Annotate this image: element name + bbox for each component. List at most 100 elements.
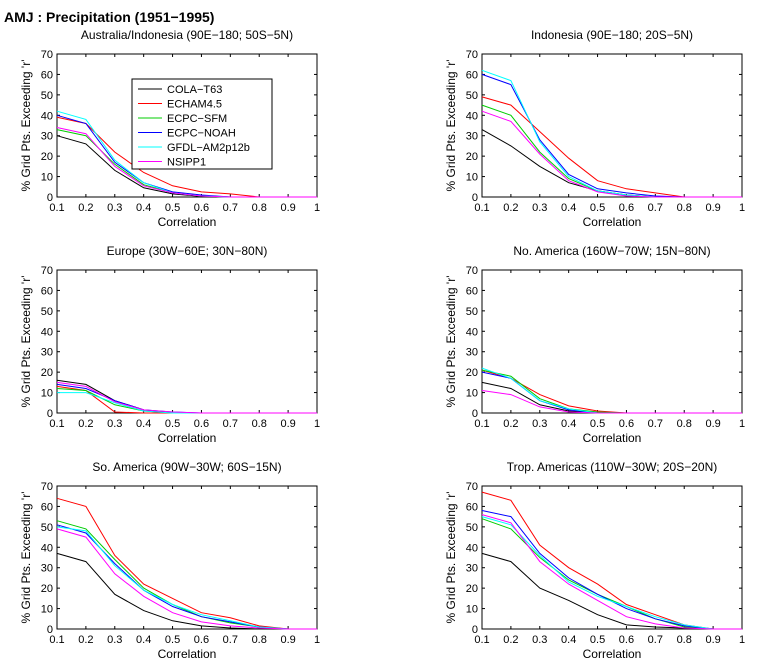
x-axis-label: Correlation	[583, 215, 642, 229]
series-line-ecpc-sfm	[481, 104, 742, 198]
chart-title: Trop. Americas (110W−30W; 20S−20N)	[507, 460, 718, 474]
x-tick-label: 0.4	[136, 634, 151, 646]
y-tick-label: 10	[466, 604, 478, 616]
plot-area	[56, 485, 318, 630]
x-tick-label: 0.7	[223, 202, 238, 214]
x-tick-label: 0.1	[49, 418, 64, 430]
x-tick-label: 0.5	[165, 202, 180, 214]
legend-label: GFDL−AM2p12b	[167, 142, 250, 154]
x-tick-label: 0.3	[107, 634, 122, 646]
x-tick-label: 0.3	[532, 202, 547, 214]
y-tick-label: 0	[47, 192, 53, 204]
y-tick-label: 0	[47, 624, 53, 636]
x-axis-label: Correlation	[158, 215, 217, 229]
chart-title: No. America (160W−70W; 15N−80N)	[513, 244, 710, 258]
x-tick-label: 0.2	[503, 202, 518, 214]
plot-area	[56, 53, 318, 198]
x-tick-label: 0.4	[561, 418, 576, 430]
chart-panel-5: 0.1 0.2 0.3 0.4 0.5 0.6 0.7 0.8 0.9 1010203040506…	[19, 460, 320, 661]
y-tick-label: 40	[466, 110, 478, 122]
x-tick-label: 0.6	[619, 202, 634, 214]
x-tick-label: 0.9	[705, 202, 720, 214]
x-tick-label: 0.6	[194, 634, 209, 646]
y-tick-label: 10	[41, 604, 53, 616]
x-tick-label: 0.6	[194, 202, 209, 214]
series-line-nsipp1	[56, 528, 317, 630]
series-line-echam4-5	[481, 369, 742, 414]
chart-title: Australia/Indonesia (90E−180; 50S−5N)	[81, 28, 293, 42]
y-tick-label: 50	[41, 522, 53, 534]
y-tick-label: 60	[466, 501, 478, 513]
x-tick-label: 0.2	[78, 202, 93, 214]
x-tick-label: 0.2	[78, 634, 93, 646]
y-tick-label: 70	[466, 49, 478, 61]
y-tick-label: 30	[41, 347, 53, 359]
y-axis-label: % Grid Pts. Exceeding 'r'	[444, 276, 458, 408]
y-tick-label: 40	[466, 326, 478, 338]
y-tick-label: 20	[41, 367, 53, 379]
plot-area	[481, 269, 743, 414]
series-line-ecpc-noah	[481, 510, 742, 630]
legend-label: NSIPP1	[167, 157, 206, 169]
x-tick-label: 0.8	[252, 202, 267, 214]
plot-area	[481, 485, 743, 630]
y-tick-label: 50	[466, 522, 478, 534]
plot-area	[481, 53, 743, 198]
x-tick-label: 0.4	[136, 202, 151, 214]
x-tick-label: 1	[314, 418, 320, 430]
x-axis-label: Correlation	[583, 431, 642, 445]
y-tick-label: 30	[466, 347, 478, 359]
series-line-cola-t63	[481, 129, 742, 198]
chart-title: Europe (30W−60E; 30N−80N)	[107, 244, 268, 258]
x-tick-label: 0.7	[648, 202, 663, 214]
y-tick-label: 20	[466, 151, 478, 163]
series-line-nsipp1	[481, 110, 742, 198]
x-tick-label: 0.8	[677, 202, 692, 214]
y-tick-label: 60	[41, 285, 53, 297]
y-tick-label: 50	[41, 90, 53, 102]
series-line-gfdl-am2p12b	[57, 392, 317, 414]
x-tick-label: 0.7	[223, 634, 238, 646]
x-tick-label: 0.2	[503, 634, 518, 646]
y-tick-label: 40	[41, 542, 53, 554]
x-tick-label: 1	[314, 202, 320, 214]
y-tick-label: 10	[466, 172, 478, 184]
y-axis-label: % Grid Pts. Exceeding 'r'	[444, 492, 458, 624]
x-tick-label: 0.7	[223, 418, 238, 430]
y-tick-label: 60	[466, 285, 478, 297]
x-tick-label: 0.9	[705, 634, 720, 646]
x-tick-label: 0.2	[503, 418, 518, 430]
x-tick-label: 0.9	[280, 634, 295, 646]
series-line-ecpc-sfm	[56, 520, 317, 630]
chart-panel-1: 0.1 0.2 0.3 0.4 0.5 0.6 0.7 0.8 0.9 1010203040506…	[19, 28, 320, 229]
y-tick-label: 40	[41, 326, 53, 338]
y-tick-label: 60	[41, 69, 53, 81]
series-line-nsipp1	[481, 390, 742, 414]
x-tick-label: 0.6	[619, 634, 634, 646]
x-tick-label: 0.1	[474, 202, 489, 214]
x-tick-label: 0.9	[705, 418, 720, 430]
x-axis-label: Correlation	[158, 647, 217, 661]
x-axis-label: Correlation	[158, 431, 217, 445]
legend: COLA−T63 ECHAM4.5 ECPC−SFM ECPC−NOAH GFDL−AM…	[131, 78, 273, 170]
series-line-cola-t63	[481, 381, 742, 414]
y-tick-label: 60	[466, 69, 478, 81]
chart-panel-4: 0.1 0.2 0.3 0.4 0.5 0.6 0.7 0.8 0.9 1010203040506…	[444, 244, 745, 445]
y-tick-label: 40	[41, 110, 53, 122]
y-tick-label: 20	[41, 583, 53, 595]
y-tick-label: 10	[41, 388, 53, 400]
chart-title: So. America (90W−30W; 60S−15N)	[92, 460, 281, 474]
chart-title: Indonesia (90E−180; 20S−5N)	[531, 28, 693, 42]
y-tick-label: 70	[466, 481, 478, 493]
x-tick-label: 0.8	[252, 634, 267, 646]
x-tick-label: 0.8	[252, 418, 267, 430]
series-line-ecpc-sfm	[481, 369, 742, 414]
x-tick-label: 0.4	[561, 202, 576, 214]
legend-label: COLA−T63	[167, 84, 222, 96]
chart-panel-2: 0.1 0.2 0.3 0.4 0.5 0.6 0.7 0.8 0.9 1010203040506…	[444, 28, 745, 229]
y-axis-label: % Grid Pts. Exceeding 'r'	[19, 60, 33, 192]
y-tick-label: 30	[466, 131, 478, 143]
x-tick-label: 0.9	[280, 418, 295, 430]
x-tick-label: 0.5	[590, 418, 605, 430]
